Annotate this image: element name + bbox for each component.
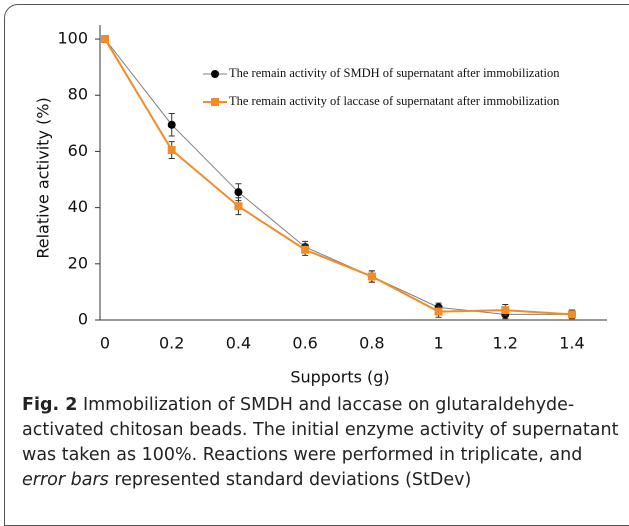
caption: Fig. 2 Immobilization of SMDH and laccas… <box>22 393 620 493</box>
x-tick-label: 0.2 <box>159 334 184 353</box>
point <box>101 35 110 44</box>
y-tick-label: 20 <box>68 253 88 272</box>
chart: Supports (g) Relative activity (%) 0 20 40… <box>34 25 607 387</box>
series-line <box>104 38 573 316</box>
x-tick-label: 0.4 <box>226 334 251 353</box>
caption-italic: error bars <box>22 470 109 490</box>
caption-tail: represented standard deviations (StDev) <box>108 470 472 490</box>
x-tick-label: 1.4 <box>559 334 584 353</box>
y-axis-label: Relative activity (%) <box>34 97 53 258</box>
page: Supports (g) Relative activity (%) 0 20 40… <box>4 4 629 526</box>
x-tick-label: 1 <box>433 334 443 353</box>
legend-marker <box>211 98 219 106</box>
point <box>301 245 310 254</box>
point <box>367 272 376 281</box>
y-tick-label: 40 <box>68 197 88 216</box>
point <box>167 120 176 129</box>
y-tick-label: 60 <box>68 141 88 160</box>
point <box>234 202 243 211</box>
x-tick-label: 1.2 <box>493 334 518 353</box>
x-axis-label: Supports (g) <box>290 368 389 387</box>
y-tick-label: 100 <box>57 29 88 48</box>
legend-label: The remain activity of SMDH of supernata… <box>229 66 560 80</box>
point <box>501 306 510 315</box>
y-tick-label: 0 <box>78 310 88 329</box>
point <box>567 310 576 319</box>
caption-text: Immobilization of SMDH and laccase on gl… <box>22 395 619 465</box>
x-tick-label: 0 <box>100 334 110 353</box>
point <box>234 188 243 197</box>
x-tick-label: 0.6 <box>292 334 317 353</box>
legend-marker <box>211 70 219 78</box>
series-line <box>104 38 572 315</box>
x-tick-label: 0.8 <box>359 334 384 353</box>
caption-label: Fig. 2 <box>22 395 78 415</box>
y-tick-label: 80 <box>68 85 88 104</box>
point <box>167 146 176 155</box>
legend-label: The remain activity of laccase of supern… <box>229 94 560 108</box>
point <box>434 307 443 316</box>
